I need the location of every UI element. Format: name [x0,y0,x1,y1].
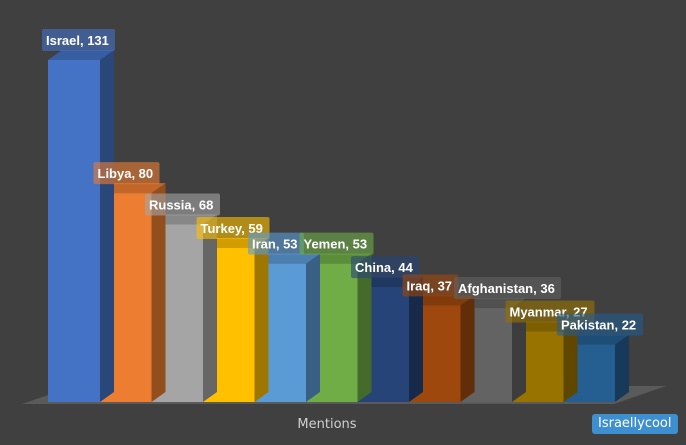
bar-side-face [203,214,217,402]
bar-libya [99,183,166,402]
data-label-pakistan: Pakistan, 22 [557,313,643,336]
bar-side-face [357,253,372,402]
data-label-iran: Iran, 53 [248,232,304,255]
data-label-text: Afghanistan, 36 [458,281,555,296]
bar-side-face [460,295,475,402]
data-label-box [454,277,561,300]
data-label-box [351,256,419,279]
data-label-russia: Russia, 68 [145,193,220,216]
bar-side-face [151,183,166,402]
data-label-israel: Israel, 131 [42,29,115,51]
data-label-text: Iran, 53 [252,237,298,252]
bar-top-face [99,183,166,194]
x-axis-label: Mentions [297,417,356,432]
bar-israel [48,50,114,402]
data-label-text: Israel, 131 [46,33,109,48]
data-label-box [248,232,304,255]
israellycool-watermark: Israellycool [592,414,678,434]
data-label-box [93,162,160,185]
bar-side-face [100,50,114,402]
bar-side-face [409,277,423,402]
data-label-libya: Libya, 80 [93,162,160,185]
data-label-box [145,193,220,216]
data-label-text: Russia, 68 [149,197,213,212]
data-label-yemen: Yemen, 53 [299,232,374,255]
data-label-box [299,232,374,255]
data-labels-group: Israel, 131 Libya, 80 Russia, 68 Turkey, 59… [42,29,643,336]
data-label-text: Pakistan, 22 [561,318,636,333]
data-label-box [42,29,115,51]
data-label-china: China, 44 [351,256,419,279]
data-label-box [557,313,643,336]
bar-top-face [563,334,629,345]
bar-side-face [254,237,269,402]
bar-top-face [254,253,320,264]
data-label-text: Yemen, 53 [304,237,368,252]
data-label-text: China, 44 [355,260,414,275]
data-label-text: Libya, 80 [98,166,154,181]
data-label-afghanistan: Afghanistan, 36 [454,277,561,300]
data-label-box [402,274,459,297]
bar-side-face [563,321,578,402]
bar-side-face [615,334,629,402]
bar-front-face [48,60,100,402]
bar-side-face [512,298,526,402]
bar-side-face [306,253,320,402]
data-label-iraq: Iraq, 37 [402,274,459,297]
data-label-text: Iraq, 37 [407,278,453,293]
bars-group [48,50,629,402]
data-label-text: Turkey, 59 [201,221,263,236]
bar-top-face [48,50,114,60]
